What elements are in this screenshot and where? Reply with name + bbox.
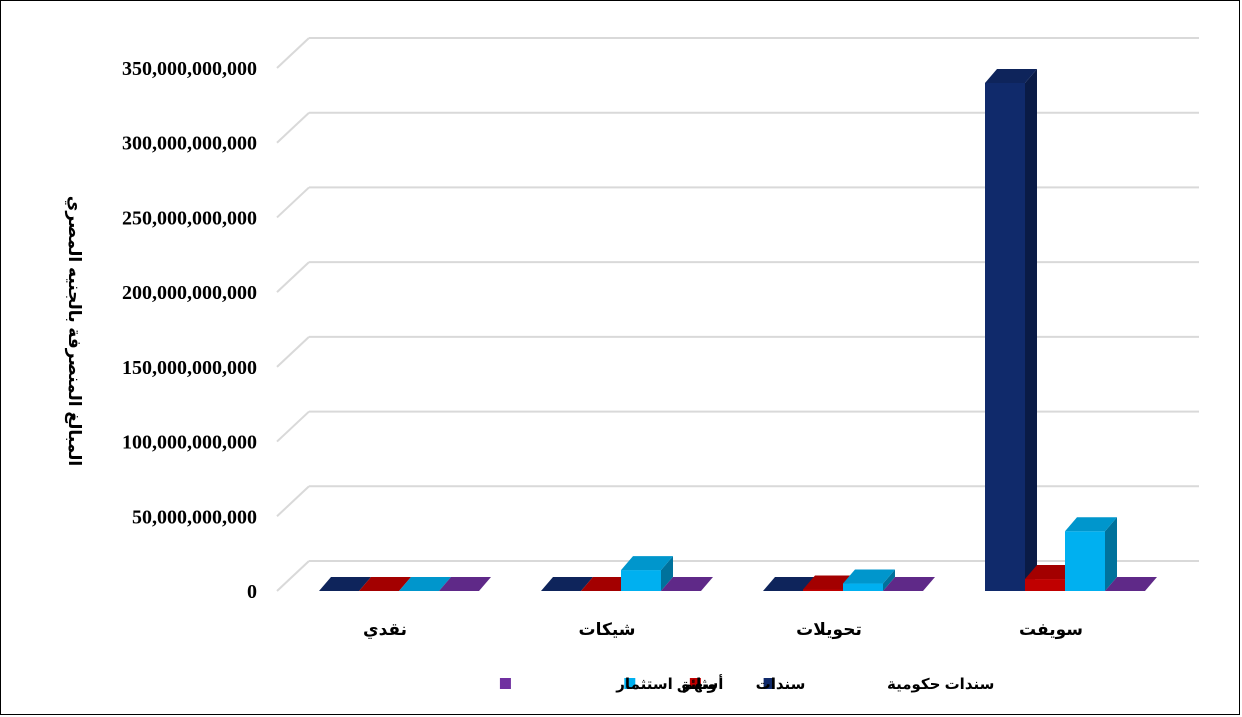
bar-front [1065, 531, 1105, 591]
bar-side [1105, 517, 1117, 591]
legend-label: أسهم [682, 674, 724, 693]
y-tick-label: 0 [247, 581, 257, 603]
bar-front [803, 589, 843, 591]
bar-top [399, 577, 451, 591]
bar-top [541, 577, 593, 591]
x-axis-categories: نقدي شيكات تحويلات سويفت [363, 620, 1083, 640]
bar-top [359, 577, 411, 591]
bar-1-2 [541, 577, 593, 591]
bar-front [843, 583, 883, 591]
bars [319, 68, 1157, 591]
legend-swatch [763, 678, 775, 689]
bar-3-3 [843, 569, 895, 591]
legend-swatch [689, 678, 701, 689]
bar-4-2 [661, 577, 713, 591]
y-tick-label: 200,000,000,000 [122, 282, 257, 304]
y-tick-label: 50,000,000,000 [132, 506, 257, 528]
category-label: تحويلات [796, 620, 862, 640]
bar-top [1105, 577, 1157, 591]
gridline-side [276, 37, 310, 69]
bar-top [581, 577, 633, 591]
legend-label: سندات حكومية [887, 676, 994, 693]
bar-1-3 [763, 577, 815, 591]
bar-top [1065, 517, 1117, 532]
gridline-side [276, 336, 310, 368]
bar-top [843, 569, 895, 584]
bar-top [439, 577, 491, 591]
bar-3-4 [1065, 517, 1117, 591]
bar-side [1025, 68, 1037, 591]
gridline-side [276, 111, 310, 144]
category-label: شيكات [578, 620, 635, 639]
bar-2-2 [581, 577, 633, 591]
y-tick-label: 300,000,000,000 [122, 133, 257, 155]
bar-top [1025, 565, 1077, 580]
bar-front [985, 82, 1025, 591]
bar-side [883, 569, 895, 591]
legend-label: سندات [756, 676, 806, 693]
legend-swatch [624, 678, 636, 689]
gridline-side [276, 186, 310, 219]
gridlines [276, 37, 1199, 592]
bar-3-2 [621, 556, 673, 591]
gridline-side [276, 485, 310, 518]
legend-label: وثائق استثمار [615, 676, 716, 693]
y-tick-label: 150,000,000,000 [122, 357, 257, 379]
bar-2-1 [359, 577, 411, 591]
y-tick-label: 100,000,000,000 [122, 432, 257, 454]
bar-side [661, 556, 673, 591]
bar-3-1 [399, 577, 451, 591]
gridline-side [276, 560, 310, 592]
bar-top [985, 68, 1037, 83]
bar-top [319, 577, 371, 591]
bar-1-4 [985, 68, 1037, 591]
bar-4-4 [1105, 577, 1157, 591]
bar-top [763, 577, 815, 591]
bar-top [661, 577, 713, 591]
gridline-side [276, 261, 310, 293]
bar-front [621, 570, 661, 591]
category-label: سويفت [1019, 620, 1083, 640]
y-tick-label: 350,000,000,000 [122, 58, 257, 80]
bar-top [621, 556, 673, 571]
y-tick-label: 250,000,000,000 [122, 207, 257, 229]
category-label: نقدي [363, 620, 407, 640]
bar-4-1 [439, 577, 491, 591]
y-axis-ticks: 0 50,000,000,000 100,000,000,000 150,000,00… [122, 58, 257, 603]
legend-swatch [499, 678, 511, 689]
bar-top [803, 575, 855, 590]
gridline-side [276, 410, 310, 443]
y-axis-label: المبالغ المنصرفة بالجنيه المصري [64, 196, 84, 467]
bar-1-1 [319, 577, 371, 591]
bar-4-3 [883, 577, 935, 591]
bar-front [1025, 579, 1065, 591]
bar-top [883, 577, 935, 591]
